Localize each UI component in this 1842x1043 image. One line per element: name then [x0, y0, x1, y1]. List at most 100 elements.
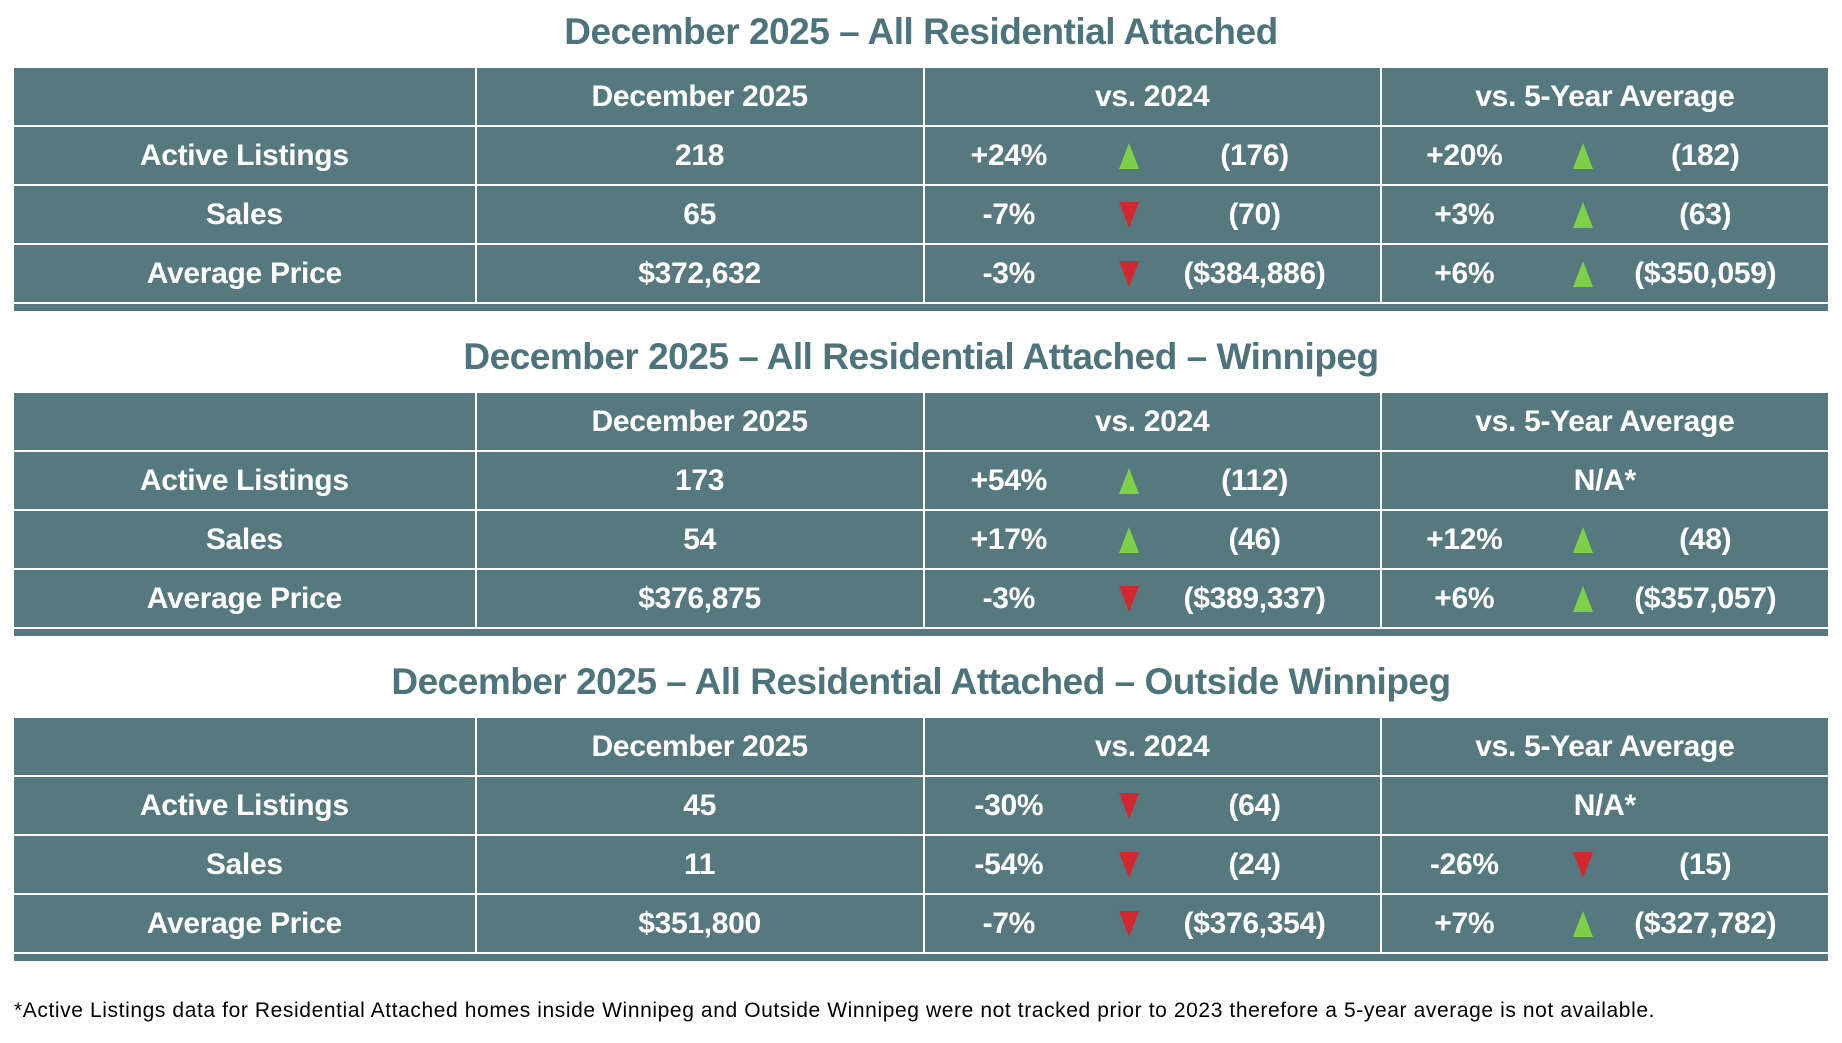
up-triangle-icon: [1572, 201, 1593, 228]
column-header: December 2025: [477, 68, 925, 125]
column-header: vs. 5-Year Average: [1475, 79, 1735, 113]
up-triangle-icon: [1572, 142, 1593, 169]
pct-change: -3%: [982, 581, 1036, 615]
change-reference: (63): [1679, 197, 1732, 231]
current-value: 65: [477, 186, 925, 243]
up-triangle-icon: [1572, 585, 1593, 612]
column-header: vs. 2024: [925, 68, 1382, 125]
section-title: December 2025 – All Residential Attached…: [391, 661, 1451, 702]
current-value: 54: [477, 511, 925, 568]
down-triangle-icon: [1119, 201, 1140, 228]
comparison-cell: -7% (70): [925, 186, 1382, 243]
comparison-cell: N/A*: [1382, 777, 1828, 834]
pct-change: -26%: [1429, 847, 1499, 881]
pct-change: +6%: [1434, 256, 1495, 290]
comparison-cell: +54% (112): [925, 452, 1382, 509]
comparison-cell: -30% (64): [925, 777, 1382, 834]
arrow-zone: [1119, 585, 1140, 612]
row-label: Active Listings: [14, 127, 477, 184]
pct-change: +6%: [1434, 581, 1495, 615]
table-header-row: December 2025 vs. 2024 vs. 5-Year Average: [14, 718, 1828, 777]
current-value: $372,632: [477, 245, 925, 302]
arrow-zone: [1572, 526, 1593, 553]
down-triangle-icon: [1119, 585, 1140, 612]
row-label: Sales: [14, 186, 477, 243]
change-reference: (112): [1221, 463, 1289, 497]
down-triangle-icon: [1119, 260, 1140, 287]
change-reference: (70): [1228, 197, 1281, 231]
change-reference: (15): [1679, 847, 1732, 881]
pct-change: -7%: [982, 906, 1036, 940]
comparison-cell: +3% (63): [1382, 186, 1828, 243]
down-triangle-icon: [1572, 851, 1593, 878]
arrow-zone: [1119, 792, 1140, 819]
column-header: December 2025: [477, 393, 925, 450]
row-label: Sales: [14, 511, 477, 568]
row-label: Average Price: [14, 245, 477, 302]
table-header-row: December 2025 vs. 2024 vs. 5-Year Average: [14, 68, 1828, 127]
column-header: vs. 5-Year Average: [1475, 404, 1735, 438]
arrow-zone: [1119, 142, 1140, 169]
row-label: Sales: [14, 836, 477, 893]
stats-table: December 2025 vs. 2024 vs. 5-Year Average A…: [14, 718, 1828, 961]
change-reference: (64): [1228, 788, 1281, 822]
pct-change: +54%: [970, 463, 1048, 497]
current-value: 173: [477, 452, 925, 509]
section-title: December 2025 – All Residential Attached: [564, 11, 1278, 52]
comparison-cell: -7% ($376,354): [925, 895, 1382, 952]
column-header: vs. 2024: [925, 718, 1382, 775]
comparison-cell: +6% ($350,059): [1382, 245, 1828, 302]
row-label: Average Price: [14, 895, 477, 952]
pct-change: +17%: [970, 522, 1048, 556]
column-header: [14, 68, 477, 125]
up-triangle-icon: [1119, 526, 1140, 553]
comparison-cell: -26% (15): [1382, 836, 1828, 893]
arrow-zone: [1119, 851, 1140, 878]
na-value: N/A*: [1573, 788, 1636, 822]
change-reference: (46): [1228, 522, 1281, 556]
row-label: Average Price: [14, 570, 477, 627]
pct-change: +24%: [970, 138, 1048, 172]
change-reference: (176): [1220, 138, 1289, 172]
change-reference: (182): [1670, 138, 1740, 172]
table-row: Active Listings 45 -30% (64) N/A*: [14, 777, 1828, 836]
comparison-cell: +24% (176): [925, 127, 1382, 184]
arrow-zone: [1119, 910, 1140, 937]
stats-table: December 2025 vs. 2024 vs. 5-Year Average A…: [14, 393, 1828, 636]
comparison-cell: +12% (48): [1382, 511, 1828, 568]
section-title: December 2025 – All Residential Attached…: [463, 336, 1379, 377]
current-value: 45: [477, 777, 925, 834]
arrow-zone: [1572, 585, 1593, 612]
change-reference: ($376,354): [1183, 906, 1326, 940]
comparison-cell: +7% ($327,782): [1382, 895, 1828, 952]
arrow-zone: [1572, 142, 1593, 169]
pct-change: +20%: [1426, 138, 1503, 172]
table-row: Active Listings 173 +54% (112) N/A*: [14, 452, 1828, 511]
report-root: December 2025 – All Residential Attached…: [0, 10, 1842, 961]
down-triangle-icon: [1119, 910, 1140, 937]
comparison-cell: -3% ($389,337): [925, 570, 1382, 627]
na-value: N/A*: [1573, 463, 1636, 497]
down-triangle-icon: [1119, 792, 1140, 819]
change-reference: ($327,782): [1634, 906, 1777, 940]
table-row: Sales 54 +17% (46) +12% (48): [14, 511, 1828, 570]
pct-change: +12%: [1426, 522, 1503, 556]
down-triangle-icon: [1119, 851, 1140, 878]
pct-change: -54%: [974, 847, 1044, 881]
comparison-cell: +17% (46): [925, 511, 1382, 568]
column-header: December 2025: [477, 718, 925, 775]
change-reference: ($350,059): [1634, 256, 1777, 290]
comparison-cell: -3% ($384,886): [925, 245, 1382, 302]
up-triangle-icon: [1572, 910, 1593, 937]
column-header: vs. 2024: [925, 393, 1382, 450]
arrow-zone: [1119, 260, 1140, 287]
pct-change: -3%: [982, 256, 1036, 290]
table-row: Active Listings 218 +24% (176) +20% (182): [14, 127, 1828, 186]
up-triangle-icon: [1119, 467, 1140, 494]
comparison-cell: +20% (182): [1382, 127, 1828, 184]
arrow-zone: [1572, 260, 1593, 287]
change-reference: ($357,057): [1634, 581, 1777, 615]
table-row: Average Price $376,875 -3% ($389,337) +6% ($3…: [14, 570, 1828, 629]
current-value: 218: [477, 127, 925, 184]
pct-change: +7%: [1434, 906, 1495, 940]
